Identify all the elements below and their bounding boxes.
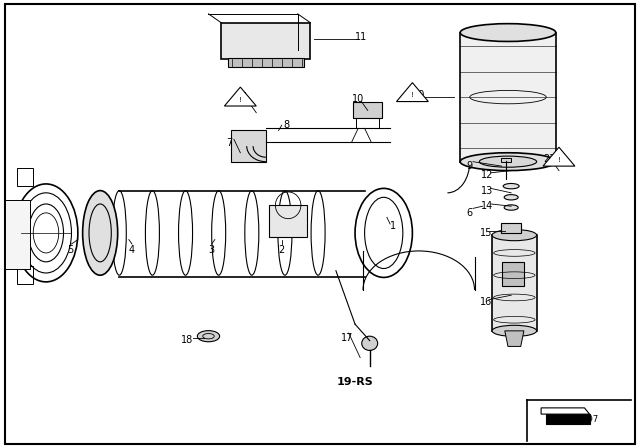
- Text: 6: 6: [467, 208, 473, 218]
- Ellipse shape: [362, 336, 378, 350]
- Bar: [492, 235, 537, 331]
- Polygon shape: [396, 82, 428, 102]
- Text: !: !: [239, 97, 242, 103]
- Polygon shape: [225, 87, 256, 106]
- Text: !: !: [557, 157, 561, 163]
- Bar: [460, 33, 556, 162]
- Polygon shape: [541, 408, 589, 414]
- Text: 8: 8: [283, 120, 289, 130]
- Text: 11: 11: [355, 32, 367, 42]
- Text: 9: 9: [467, 161, 473, 171]
- Text: 16: 16: [479, 297, 492, 307]
- Ellipse shape: [197, 331, 220, 342]
- Text: 7: 7: [227, 138, 232, 148]
- Text: 18: 18: [181, 335, 193, 345]
- Text: 3: 3: [209, 245, 215, 255]
- Text: !: !: [411, 92, 414, 99]
- Bar: [17, 168, 33, 186]
- Text: 17: 17: [340, 332, 353, 343]
- Ellipse shape: [460, 153, 556, 171]
- Text: 4: 4: [129, 245, 135, 255]
- Ellipse shape: [479, 156, 537, 167]
- Text: 2: 2: [278, 245, 285, 255]
- Text: 13: 13: [481, 185, 493, 196]
- Bar: [353, 102, 382, 118]
- Text: 12: 12: [481, 170, 493, 180]
- Text: 5: 5: [67, 245, 74, 255]
- Bar: [501, 158, 511, 162]
- Ellipse shape: [504, 194, 518, 200]
- Bar: [221, 23, 310, 59]
- Bar: [17, 266, 33, 284]
- Bar: [269, 205, 307, 237]
- Bar: [4, 199, 30, 268]
- Bar: [502, 262, 524, 286]
- Bar: [231, 129, 266, 162]
- Polygon shape: [505, 331, 524, 346]
- Polygon shape: [546, 414, 589, 424]
- Bar: [228, 58, 304, 67]
- Ellipse shape: [504, 205, 518, 210]
- Text: 10: 10: [352, 95, 364, 104]
- Ellipse shape: [460, 24, 556, 42]
- Ellipse shape: [492, 325, 537, 336]
- Ellipse shape: [83, 190, 118, 275]
- Bar: [501, 223, 522, 233]
- Text: 19-RS: 19-RS: [337, 377, 373, 387]
- Ellipse shape: [503, 184, 519, 189]
- Text: 22: 22: [543, 155, 556, 164]
- Ellipse shape: [492, 229, 537, 241]
- Bar: [356, 118, 379, 128]
- Text: 14: 14: [481, 201, 493, 211]
- Text: 00193497: 00193497: [557, 414, 599, 423]
- Polygon shape: [543, 147, 575, 166]
- Text: 1: 1: [390, 221, 396, 231]
- Text: 15: 15: [479, 228, 492, 238]
- Text: 20: 20: [413, 90, 425, 100]
- Text: 21: 21: [236, 92, 248, 102]
